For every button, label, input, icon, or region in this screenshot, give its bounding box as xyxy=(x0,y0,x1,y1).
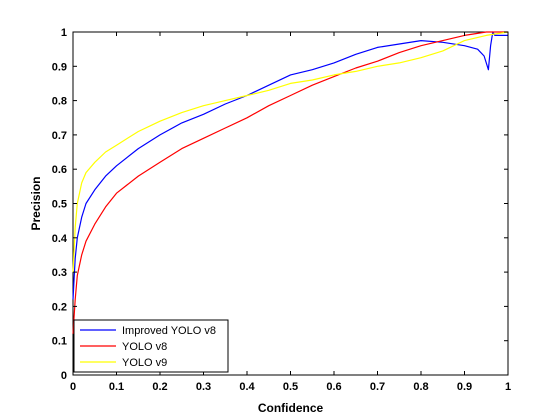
x-tick-label: 0.9 xyxy=(457,381,472,393)
y-tick-label: 0.9 xyxy=(52,61,67,73)
legend-label-1: Improved YOLO v8 xyxy=(122,325,216,337)
series-lines xyxy=(72,31,509,334)
y-tick-label: 0.1 xyxy=(52,336,67,348)
legend-label-3: YOLO v9 xyxy=(122,357,167,369)
y-tick-label: 0.7 xyxy=(52,130,67,142)
x-tick-label: 0.3 xyxy=(196,381,211,393)
legend-label-2: YOLO v8 xyxy=(122,341,167,353)
x-tick-label: 0.2 xyxy=(152,381,167,393)
legend: Improved YOLO v8 YOLO v8 YOLO v9 xyxy=(73,319,229,373)
x-tick-label: 0.5 xyxy=(283,381,298,393)
x-tick-label: 0 xyxy=(70,381,76,393)
series-line-2 xyxy=(72,31,508,334)
plot-frame xyxy=(72,31,509,376)
x-tick-label: 1 xyxy=(505,381,511,393)
x-tick-label: 0.8 xyxy=(413,381,428,393)
y-tick-label: 0.3 xyxy=(52,267,67,279)
y-tick-label: 0 xyxy=(61,370,67,382)
series-line-1 xyxy=(72,31,508,300)
x-tick-label: 0.6 xyxy=(326,381,341,393)
axis-ticks xyxy=(72,31,509,376)
tick-labels: 0 0.1 0.2 0.3 0.4 0.5 0.6 0.7 0.8 0.9 1 0 0.1 0.2 0.3 0… xyxy=(52,27,511,393)
y-axis-title: Precision xyxy=(29,176,43,230)
series-line-3 xyxy=(72,31,509,273)
y-tick-label: 0.8 xyxy=(52,96,67,108)
x-axis-title: Confidence xyxy=(258,401,324,415)
y-tick-label: 0.2 xyxy=(52,301,67,313)
y-tick-label: 0.5 xyxy=(52,199,67,211)
plot-area xyxy=(72,31,509,376)
y-tick-label: 1 xyxy=(61,27,67,39)
y-tick-label: 0.4 xyxy=(52,233,68,245)
x-tick-label: 0.1 xyxy=(109,381,124,393)
x-tick-label: 0.4 xyxy=(239,381,255,393)
y-tick-label: 0.6 xyxy=(52,164,67,176)
x-tick-label: 0.7 xyxy=(370,381,385,393)
